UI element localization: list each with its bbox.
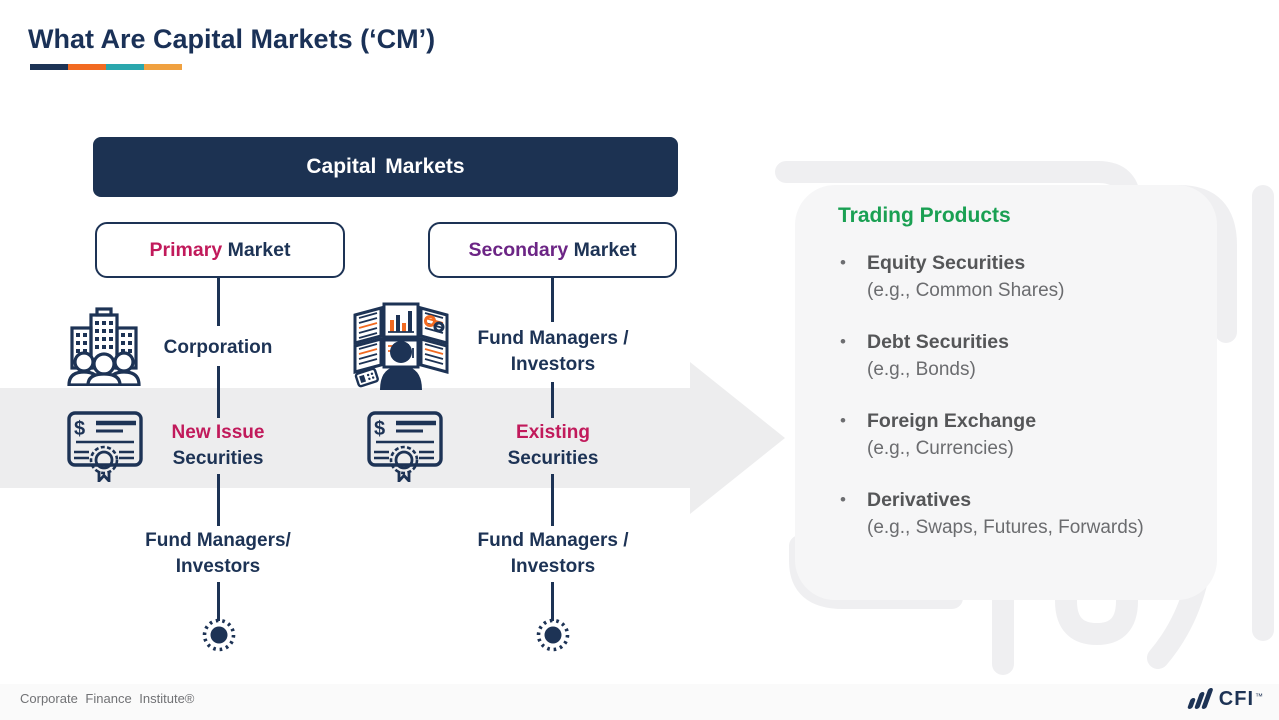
- item-example: (e.g., Swaps, Futures, Forwards): [867, 517, 1144, 538]
- cfi-trademark: ™: [1255, 692, 1263, 701]
- list-item: • Foreign Exchange (e.g., Currencies): [838, 407, 1208, 463]
- connector-line: [217, 474, 220, 526]
- list-item: • Debt Securities (e.g., Bonds): [838, 328, 1208, 384]
- item-title: Equity Securities: [867, 252, 1026, 274]
- connector-line: [217, 278, 220, 326]
- footer-strip: [0, 684, 1279, 720]
- cfi-logo: CFI ™: [1187, 687, 1263, 710]
- bullet-icon: •: [840, 411, 846, 430]
- securities-certificate-icon: $: [367, 411, 443, 482]
- securities-certificate-icon: $: [67, 411, 143, 482]
- node-label-new-issue-securities: New Issue Securities: [171, 422, 265, 469]
- node-label-fund-managers-bottom-left: Fund Managers/ Investors: [145, 530, 291, 577]
- item-example: (e.g., Currencies): [867, 438, 1014, 459]
- svg-text:$: $: [374, 418, 385, 440]
- item-title: Derivatives: [867, 489, 972, 511]
- connector-line: [551, 382, 554, 418]
- footer-attribution: Corporate Finance Institute®: [20, 691, 195, 706]
- trading-products-content: Trading Products • Equity Securities (e.…: [838, 204, 1208, 565]
- secondary-suffix: Market: [568, 238, 637, 261]
- flow-band: [0, 388, 690, 488]
- terminal-dot-icon: [536, 618, 570, 652]
- item-example: (e.g., Common Shares): [867, 280, 1065, 301]
- node-label-existing-securities: Existing Securities: [507, 422, 599, 469]
- cfi-bars-icon: [1187, 688, 1213, 709]
- primary-accent: Primary: [149, 238, 223, 261]
- connector-line: [551, 582, 554, 621]
- node-label-fund-managers-bottom-right: Fund Managers / Investors: [477, 530, 629, 577]
- connector-line: [551, 278, 554, 322]
- svg-text:$: $: [74, 418, 85, 440]
- connector-line: [217, 366, 220, 418]
- corporation-icon: [67, 307, 141, 386]
- capital-markets-box: Capital Markets: [93, 137, 678, 197]
- trading-products-title: Trading Products: [838, 204, 1011, 227]
- secondary-market-box: Secondary Market: [428, 222, 677, 278]
- item-title: Debt Securities: [867, 331, 1009, 353]
- item-title: Foreign Exchange: [867, 410, 1037, 432]
- node-label-fund-managers-top: Fund Managers / Investors: [477, 328, 629, 375]
- item-example: (e.g., Bonds): [867, 359, 976, 380]
- bullet-icon: •: [840, 332, 846, 351]
- title-underline: [30, 64, 182, 70]
- primary-suffix: Market: [222, 238, 291, 261]
- trading-products-panel: [795, 185, 1217, 600]
- bullet-icon: •: [840, 490, 846, 509]
- connector-line: [551, 474, 554, 526]
- cfi-logo-text: CFI: [1218, 688, 1254, 710]
- node-label-corporation: Corporation: [163, 337, 273, 358]
- secondary-accent: Secondary: [468, 238, 569, 261]
- primary-market-box: Primary Market: [95, 222, 345, 278]
- page-title: What Are Capital Markets (‘CM’): [28, 24, 436, 54]
- list-item: • Equity Securities (e.g., Common Shares…: [838, 249, 1208, 305]
- connector-line: [217, 582, 220, 621]
- bullet-icon: •: [840, 253, 846, 272]
- terminal-dot-icon: [202, 618, 236, 652]
- list-item: • Derivatives (e.g., Swaps, Futures, For…: [838, 486, 1208, 542]
- flow-arrowhead-icon: [690, 362, 785, 514]
- fund-managers-desk-icon: [353, 302, 449, 390]
